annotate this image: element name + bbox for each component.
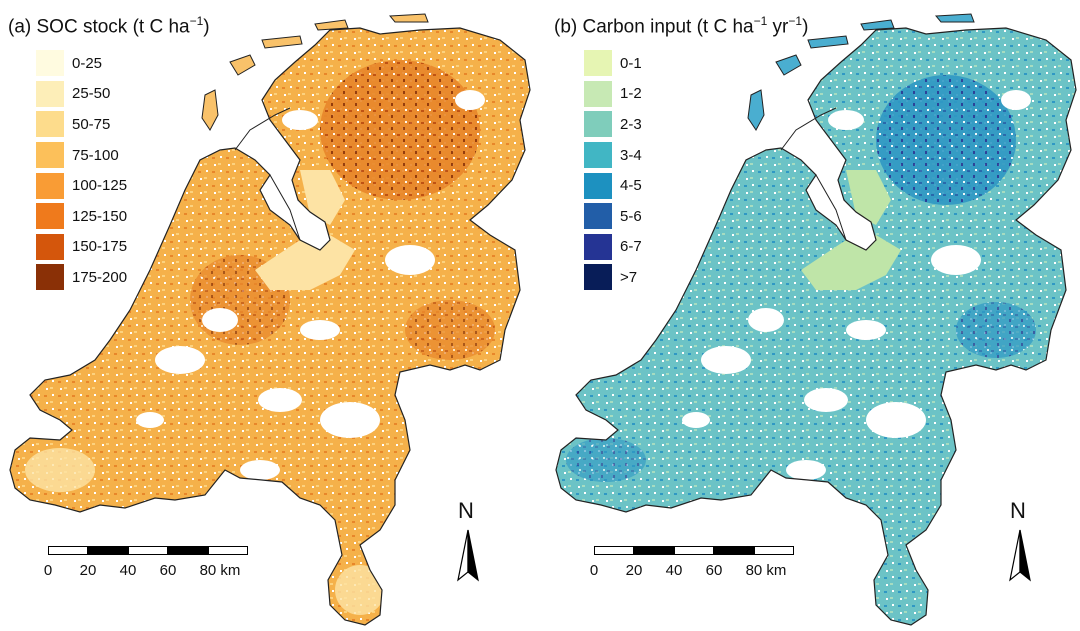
soc-legend: 0-25 25-50 50-75 75-100 100-125 125-150 150-17… xyxy=(36,48,127,293)
panel-b-title-sup2: −1 xyxy=(788,14,803,28)
legend-label: 75-100 xyxy=(72,146,119,164)
scale-tick: 80 km xyxy=(199,562,241,579)
legend-label: >7 xyxy=(620,268,638,286)
scale-tick: 0 xyxy=(43,562,53,579)
scale-tick: 20 xyxy=(625,562,643,579)
legend-label: 100-125 xyxy=(72,177,128,195)
scale-segment xyxy=(208,546,248,555)
scale-segment xyxy=(48,546,88,555)
scale-segment xyxy=(88,546,128,555)
legend-swatch xyxy=(584,80,612,107)
scale-segment xyxy=(634,546,674,555)
legend-swatch xyxy=(36,50,64,77)
panel-a-title-sup: −1 xyxy=(189,14,204,28)
legend-swatch xyxy=(36,203,64,230)
panel-a-title-prefix: (a) SOC stock (t C ha xyxy=(8,16,190,38)
scale-segment xyxy=(168,546,208,555)
legend-swatch xyxy=(36,172,64,199)
legend-swatch xyxy=(584,203,612,230)
legend-label: 125-150 xyxy=(72,207,128,225)
legend-label: 175-200 xyxy=(72,268,128,286)
legend-item: 1-2 xyxy=(584,79,642,110)
carbon-input-map xyxy=(555,13,1077,626)
scale-tick: 80 km xyxy=(745,562,787,579)
legend-item: 25-50 xyxy=(36,79,127,110)
panel-a-title: (a) SOC stock (t C ha−1) xyxy=(8,14,210,38)
legend-item: 75-100 xyxy=(36,140,127,171)
legend-label: 3-4 xyxy=(620,146,642,164)
north-label: N xyxy=(458,498,474,523)
panel-soc-stock: (a) SOC stock (t C ha−1) 0-25 25-50 50-75 7… xyxy=(8,13,531,626)
legend-label: 6-7 xyxy=(620,238,642,256)
legend-label: 1-2 xyxy=(620,85,642,103)
scale-tick: 20 xyxy=(79,562,97,579)
panel-a-title-suffix: ) xyxy=(203,16,210,38)
legend-swatch xyxy=(36,233,64,260)
scale-tick: 0 xyxy=(589,562,599,579)
scale-tick: 60 xyxy=(159,562,177,579)
legend-label: 0-25 xyxy=(72,54,103,72)
legend-item: 50-75 xyxy=(36,109,127,140)
scale-tick: 40 xyxy=(665,562,683,579)
scale-segment xyxy=(594,546,634,555)
north-arrow-icon xyxy=(1009,529,1031,582)
scale-segment xyxy=(714,546,754,555)
legend-label: 25-50 xyxy=(72,85,111,103)
panel-b-title: (b) Carbon input (t C ha−1 yr−1) xyxy=(554,14,808,38)
legend-label: 150-175 xyxy=(72,238,128,256)
scale-segment xyxy=(674,546,714,555)
legend-item: 4-5 xyxy=(584,170,642,201)
carbon-input-legend: 0-1 1-2 2-3 3-4 4-5 5-6 6-7 >7 xyxy=(584,48,642,293)
legend-label: 2-3 xyxy=(620,115,642,133)
legend-item: 3-4 xyxy=(584,140,642,171)
legend-swatch xyxy=(584,264,612,291)
panel-b-title-suffix: ) xyxy=(802,16,809,38)
legend-label: 50-75 xyxy=(72,115,111,133)
panel-b-title-prefix: (b) Carbon input (t C ha xyxy=(554,16,754,38)
panel-carbon-input: (b) Carbon input (t C ha−1 yr−1) 0-1 1-2 2… xyxy=(540,0,1080,631)
legend-swatch xyxy=(584,142,612,169)
north-arrow-icon xyxy=(457,529,479,582)
scale-tick: 40 xyxy=(119,562,137,579)
panel-b-title-mid: yr xyxy=(767,16,789,38)
legend-swatch xyxy=(584,50,612,77)
legend-item: >7 xyxy=(584,262,642,293)
legend-swatch xyxy=(584,111,612,138)
panel-b-title-sup1: −1 xyxy=(753,14,768,28)
legend-swatch xyxy=(36,111,64,138)
legend-item: 5-6 xyxy=(584,201,642,232)
legend-item: 125-150 xyxy=(36,201,127,232)
north-label: N xyxy=(1010,498,1026,523)
legend-label: 0-1 xyxy=(620,54,642,72)
legend-item: 0-1 xyxy=(584,48,642,79)
scale-segment xyxy=(128,546,168,555)
legend-item: 6-7 xyxy=(584,232,642,263)
legend-swatch xyxy=(36,142,64,169)
soc-stock-map xyxy=(9,13,531,626)
legend-label: 5-6 xyxy=(620,207,642,225)
legend-item: 100-125 xyxy=(36,170,127,201)
scale-tick: 60 xyxy=(705,562,723,579)
legend-label: 4-5 xyxy=(620,177,642,195)
legend-swatch xyxy=(584,172,612,199)
legend-swatch xyxy=(36,80,64,107)
legend-item: 175-200 xyxy=(36,262,127,293)
legend-swatch xyxy=(584,233,612,260)
legend-item: 2-3 xyxy=(584,109,642,140)
legend-item: 0-25 xyxy=(36,48,127,79)
legend-swatch xyxy=(36,264,64,291)
scale-segment xyxy=(754,546,794,555)
legend-item: 150-175 xyxy=(36,232,127,263)
